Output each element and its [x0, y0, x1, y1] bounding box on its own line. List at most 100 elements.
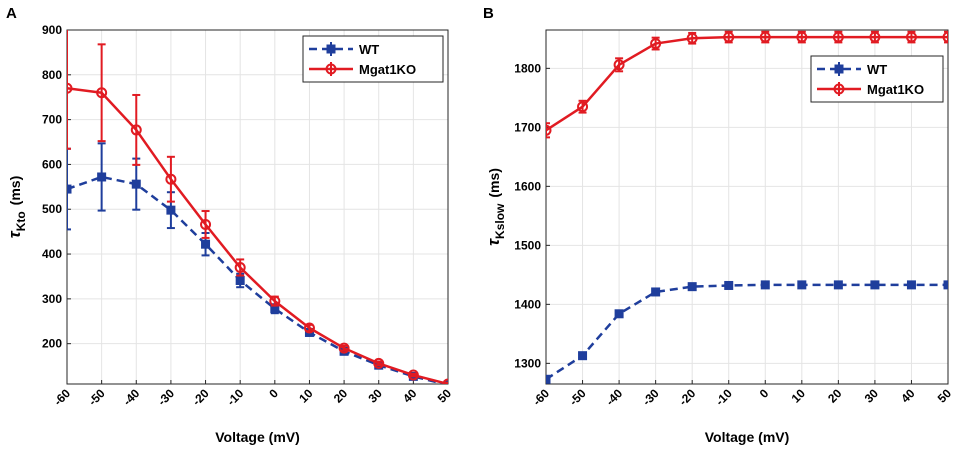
y-tick-label: 700	[42, 113, 62, 127]
x-tick-label: -10	[713, 386, 735, 408]
data-point	[97, 172, 107, 182]
y-tick-label: 1500	[514, 238, 541, 252]
panel-letter: B	[483, 5, 494, 22]
data-point	[943, 280, 948, 290]
y-axis-label-text: τKto (ms)	[5, 176, 28, 239]
x-tick-label: 40	[898, 386, 918, 406]
data-point	[686, 32, 698, 44]
legend-box	[302, 35, 444, 83]
y-axis-unit: (ms)	[486, 168, 502, 198]
data-point	[201, 239, 211, 249]
data-point	[338, 342, 350, 354]
y-axis-tau-symbol: τ	[5, 230, 24, 238]
legend-marker	[833, 83, 845, 95]
x-tick-label: -60	[530, 386, 552, 408]
y-tick-label: 800	[42, 68, 62, 82]
data-point	[870, 280, 880, 290]
data-point	[942, 31, 948, 43]
x-axis-label: Voltage (mV)	[705, 429, 790, 445]
data-point	[546, 124, 552, 136]
x-tick-label: -20	[190, 386, 212, 408]
y-tick-label: 600	[42, 157, 62, 171]
y-tick-label: 1800	[514, 61, 541, 75]
data-point	[723, 31, 735, 43]
data-point	[200, 218, 212, 230]
y-axis-label-text: τKslow (ms)	[484, 168, 507, 246]
data-point	[650, 38, 662, 50]
x-tick-label: 0	[757, 386, 772, 401]
data-point	[407, 369, 419, 381]
data-point	[303, 322, 315, 334]
y-axis-subscript: Kto	[14, 211, 28, 231]
data-point	[797, 280, 807, 290]
data-point	[687, 282, 697, 292]
data-point	[906, 280, 916, 290]
data-point	[165, 173, 177, 185]
data-point	[96, 87, 108, 99]
series-mgat1ko	[546, 30, 948, 139]
y-tick-label: 1300	[514, 356, 541, 370]
x-tick-label: -50	[567, 386, 589, 408]
axes-box	[545, 29, 949, 385]
x-tick-label: 40	[400, 386, 420, 406]
legend-marker	[326, 44, 336, 54]
data-point	[131, 179, 141, 189]
x-tick-label: -40	[120, 386, 142, 408]
x-tick-label: -10	[224, 386, 246, 408]
data-point	[235, 275, 245, 285]
x-tick-label: 10	[296, 386, 316, 406]
x-axis-label: Voltage (mV)	[215, 429, 300, 445]
legend-marker	[834, 64, 844, 74]
data-point	[614, 309, 624, 319]
legend-label: WT	[867, 62, 887, 77]
legend-label: WT	[359, 42, 379, 57]
data-point	[759, 31, 771, 43]
data-point	[67, 184, 72, 194]
y-tick-label: 200	[42, 337, 62, 351]
x-tick-label: 50	[435, 386, 455, 406]
x-tick-label: -50	[86, 386, 108, 408]
panel-letter: A	[6, 5, 17, 22]
data-point	[832, 31, 844, 43]
y-tick-label: 1700	[514, 120, 541, 134]
data-point	[373, 357, 385, 369]
legend-label: Mgat1KO	[867, 82, 924, 97]
y-tick-label: 1400	[514, 297, 541, 311]
series-line	[546, 283, 948, 381]
data-point	[833, 280, 843, 290]
data-point	[869, 31, 881, 43]
y-tick-label: 500	[42, 202, 62, 216]
data-point	[130, 124, 142, 136]
x-tick-label: 20	[825, 386, 845, 406]
data-point	[724, 280, 734, 290]
series-line	[67, 87, 448, 384]
y-axis-subscript: Kslow	[493, 203, 507, 239]
series-wt	[546, 280, 948, 384]
data-point	[578, 351, 588, 361]
x-tick-label: -30	[155, 386, 177, 408]
series-wt	[67, 142, 448, 384]
data-point	[651, 287, 661, 297]
data-point	[270, 304, 280, 314]
x-tick-label: 0	[266, 386, 281, 401]
y-tick-label: 300	[42, 292, 62, 306]
y-axis-label: τKslow (ms)	[484, 168, 507, 246]
y-tick-label: 400	[42, 247, 62, 261]
legend: WT Mgat1KO	[302, 35, 444, 83]
x-tick-label: -30	[640, 386, 662, 408]
x-tick-label: -40	[603, 386, 625, 408]
data-point	[166, 205, 176, 215]
series-line	[546, 35, 948, 132]
panel-b: B -60 -50 -40 -30 -20 -10 0 10 20 30 40 50 1300 1400 1…	[483, 5, 954, 445]
y-axis-unit: (ms)	[7, 176, 23, 206]
x-tick-label: 50	[935, 386, 955, 406]
data-point	[67, 82, 73, 94]
y-axis-tau-symbol: τ	[484, 238, 503, 246]
x-tick-label: -60	[51, 386, 73, 408]
data-point	[905, 31, 917, 43]
x-tick-label: 30	[862, 386, 882, 406]
data-point	[269, 295, 281, 307]
legend-label: Mgat1KO	[359, 62, 416, 77]
series-line	[67, 175, 448, 384]
